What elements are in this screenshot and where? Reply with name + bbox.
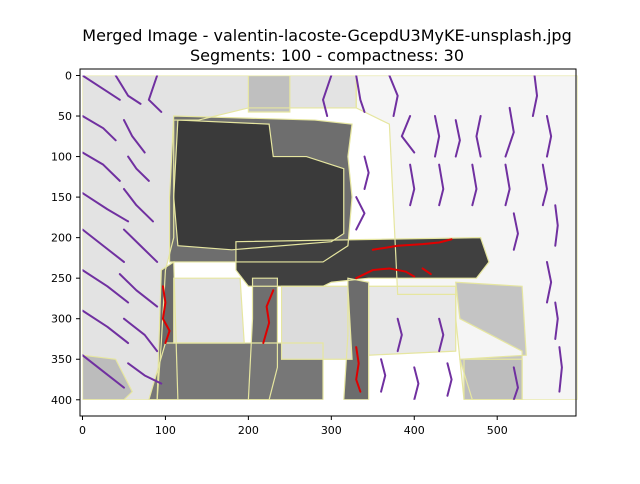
overlay-line-0-3 xyxy=(82,115,117,142)
overlay-line-0-6 xyxy=(82,228,125,263)
y-tick-label: 250 xyxy=(51,272,72,285)
overlay-line-0-7 xyxy=(82,269,130,304)
overlay-line-0-40 xyxy=(380,358,387,393)
x-tick-label: 200 xyxy=(238,424,259,437)
boundary-top-block xyxy=(247,75,291,113)
overlay-line-1-4 xyxy=(371,238,453,251)
overlay-line-0-44 xyxy=(363,155,370,190)
region-cushion-left xyxy=(173,278,245,344)
boundary-cushion-left xyxy=(173,277,245,344)
overlay-line-0-21 xyxy=(433,115,441,158)
x-tick-label: 0 xyxy=(79,424,86,437)
y-tick-label: 50 xyxy=(58,110,72,123)
boundary-chair-back-frame xyxy=(168,115,353,263)
chart-subtitle: Segments: 100 - compactness: 30 xyxy=(190,46,464,65)
x-tick-label: 100 xyxy=(155,424,176,437)
overlay-line-0-34 xyxy=(545,260,553,304)
region-cushion-mid xyxy=(281,286,353,360)
x-tick-label: 300 xyxy=(321,424,342,437)
overlay-line-0-2 xyxy=(147,75,163,113)
boundary-seat-dark xyxy=(235,237,490,287)
region-cushion-right xyxy=(368,286,456,356)
y-tick-label: 400 xyxy=(51,394,72,407)
overlay-line-0-22 xyxy=(454,119,461,158)
y-tick-label: 0 xyxy=(65,69,72,82)
overlay-line-0-35 xyxy=(554,301,559,340)
overlay-line-0-19 xyxy=(388,75,399,118)
y-tick-label: 100 xyxy=(51,151,72,164)
boundary-chair-back-dark xyxy=(173,119,345,251)
boundary-leg-right xyxy=(343,277,370,400)
y-axis: 0 50 100 150 200 250 300 350 400 xyxy=(51,69,80,407)
overlay-line-0-14 xyxy=(118,273,159,308)
x-tick-label: 400 xyxy=(404,424,425,437)
image-regions xyxy=(82,75,578,400)
overlay-line-0-0 xyxy=(82,75,121,101)
overlay-line-0-20 xyxy=(400,115,416,154)
y-tick-label: 350 xyxy=(51,353,72,366)
overlay-line-0-27 xyxy=(541,163,548,207)
overlay-line-0-29 xyxy=(471,163,478,207)
overlay-line-0-41 xyxy=(396,317,403,353)
region-chair-back-dark xyxy=(173,120,344,250)
overlay-line-0-13 xyxy=(122,228,159,263)
overlay-line-0-39 xyxy=(413,366,420,400)
overlay-line-0-28 xyxy=(504,163,511,207)
overlay-line-0-38 xyxy=(446,362,453,397)
overlay-line-0-25 xyxy=(531,75,539,118)
plot-frame xyxy=(79,68,577,417)
overlay-line-0-9 xyxy=(82,354,125,389)
overlay-line-0-1 xyxy=(114,75,142,105)
overlay-line-0-30 xyxy=(438,163,445,207)
overlay-line-0-16 xyxy=(127,362,163,385)
overlay-line-0-42 xyxy=(438,317,445,353)
overlay-line-0-4 xyxy=(82,151,121,182)
overlay-line-0-23 xyxy=(475,115,482,158)
region-leg-right xyxy=(343,278,369,400)
region-top-block xyxy=(248,75,290,112)
overlay-line-0-5 xyxy=(82,192,130,223)
region-lower-left-light xyxy=(82,355,133,400)
region-background-left xyxy=(82,75,357,400)
boundary-lower-left-light xyxy=(82,354,133,400)
overlay-line-1-2 xyxy=(355,346,362,393)
segment-boundaries xyxy=(82,75,578,400)
x-axis: 0 100 200 300 400 500 xyxy=(79,416,508,437)
boundary-cushion-mid xyxy=(280,285,353,360)
overlay-line-0-11 xyxy=(127,155,150,182)
overlay-line-0-32 xyxy=(554,204,559,247)
boundary-cushion-right xyxy=(368,285,457,356)
overlay-line-1-5 xyxy=(421,267,432,276)
y-tick-label: 200 xyxy=(51,232,72,245)
region-floor-right-light xyxy=(464,359,523,400)
y-tick-label: 150 xyxy=(51,191,72,204)
boundary-floor-right-light xyxy=(463,358,523,400)
overlay-lines xyxy=(82,75,563,400)
overlay-line-0-37 xyxy=(512,366,519,400)
x-tick-label: 500 xyxy=(487,424,508,437)
overlay-line-0-17 xyxy=(322,75,333,118)
overlay-line-0-15 xyxy=(122,317,159,353)
y-tick-label: 300 xyxy=(51,313,72,326)
overlay-line-0-26 xyxy=(545,115,553,158)
region-seat-dark xyxy=(235,237,489,287)
overlay-line-0-33 xyxy=(512,212,519,251)
overlay-line-1-3 xyxy=(355,267,416,280)
overlay-line-0-18 xyxy=(355,75,366,113)
overlay-line-0-36 xyxy=(558,346,563,393)
chart-title: Merged Image - valentin-lacoste-GcepdU3M… xyxy=(82,26,571,45)
overlay-line-0-12 xyxy=(122,187,154,223)
overlay-line-0-10 xyxy=(122,119,146,154)
overlay-line-1-0 xyxy=(161,285,171,345)
overlay-line-0-31 xyxy=(409,163,416,207)
overlay-line-0-8 xyxy=(82,309,130,345)
overlay-line-0-43 xyxy=(355,196,366,231)
plot-area xyxy=(79,68,578,417)
region-lower-mid-dark xyxy=(148,343,324,400)
overlay-line-1-1 xyxy=(262,289,275,345)
overlay-line-0-24 xyxy=(504,106,515,158)
